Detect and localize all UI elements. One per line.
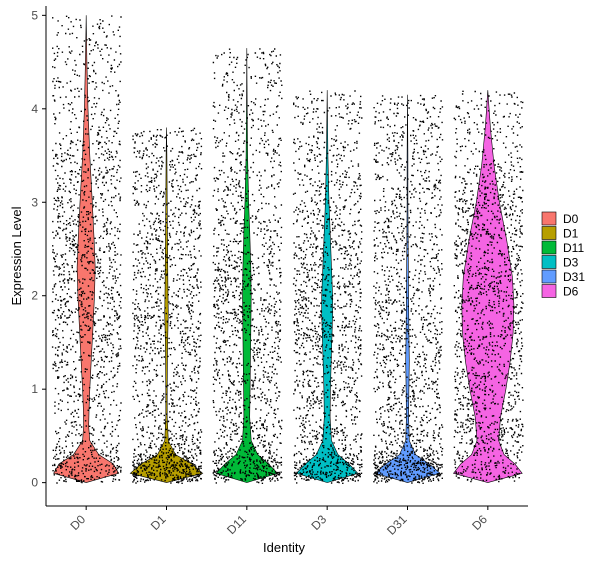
legend-swatch-D6 <box>541 284 557 298</box>
legend-label-D31: D31 <box>563 270 585 284</box>
y-tick-label: 2 <box>31 289 38 303</box>
violin-D11 <box>215 48 279 483</box>
legend-swatch-D31 <box>541 269 557 284</box>
legend-label-D1: D1 <box>563 227 579 241</box>
y-tick-label: 1 <box>31 382 38 396</box>
axes: 0 1 2 3 4 5 D0 D1 D11 D3 D31 D6 <box>31 6 528 538</box>
y-tick-label: 0 <box>31 476 38 490</box>
y-tick-label: 5 <box>31 8 38 22</box>
violin-D31 <box>374 94 441 483</box>
x-tick-label: D6 <box>469 512 490 533</box>
y-axis-title: Expression Level <box>9 206 24 305</box>
x-tick-label: D11 <box>224 512 249 537</box>
legend-swatch-D3 <box>541 255 557 269</box>
jitter-points <box>51 15 524 485</box>
legend-label-D0: D0 <box>563 212 579 226</box>
legend-swatch-D0 <box>541 211 557 226</box>
x-tick-label: D1 <box>148 512 169 533</box>
violins <box>53 15 523 483</box>
points-D31 <box>373 94 444 485</box>
legend-swatch-D1 <box>541 226 557 240</box>
points-D3 <box>292 90 363 485</box>
points-D6 <box>453 90 524 483</box>
points-D1 <box>132 127 203 484</box>
violin-D0 <box>53 15 120 483</box>
y-tick-label: 4 <box>31 102 38 116</box>
x-tick-label: D0 <box>68 512 89 533</box>
y-tick-label: 3 <box>31 195 38 209</box>
x-tick-label: D3 <box>309 512 330 533</box>
legend-label-D6: D6 <box>563 285 579 299</box>
violin-D1 <box>129 127 204 483</box>
x-axis-title: Identity <box>263 540 305 555</box>
violin-D6 <box>452 90 523 483</box>
points-D11 <box>212 48 283 484</box>
legend-label-D3: D3 <box>563 256 579 270</box>
points-D0 <box>51 15 122 484</box>
legend-swatch-D11 <box>541 240 557 255</box>
legend-label-D11: D11 <box>563 241 584 255</box>
x-tick-label: D31 <box>384 512 410 538</box>
